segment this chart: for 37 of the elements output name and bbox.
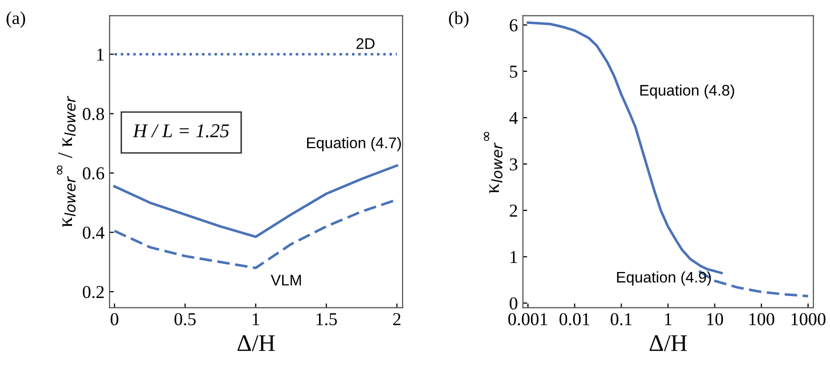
y-tick-label: 4: [509, 112, 518, 124]
y-tick-label: 0.2: [82, 286, 104, 298]
y-tick-label: 0.8: [82, 108, 104, 120]
x-tick-label: 0.001: [508, 313, 548, 326]
y-tick-label: 0.6: [82, 167, 104, 180]
y-axis-title: κ$_{lower}$$^{∞}$: [484, 132, 503, 194]
x-tick-label: 0.1: [610, 313, 632, 326]
y-tick-label: 2: [510, 204, 518, 217]
x-tick-label: 1000: [792, 313, 826, 326]
x-axis-title: Δ/H: [650, 335, 687, 352]
y-tick-label: 5: [510, 66, 518, 78]
series-label: VLM: [270, 274, 301, 286]
x-tick-label: 0.5: [174, 313, 196, 326]
y-tick-label: 0.4: [82, 226, 104, 239]
x-tick-label: 0: [110, 313, 118, 326]
x-tick-label: 1.5: [316, 313, 337, 326]
x-tick-label: 2: [393, 313, 400, 326]
x-tick-label: 0.01: [560, 313, 590, 326]
x-axis-title: Δ/H: [238, 335, 275, 352]
x-tick-label: 1: [665, 313, 672, 326]
series-label: Equation (4.7): [307, 137, 401, 152]
x-tick-label: 10: [707, 313, 724, 326]
annotation: H / L = 1.25: [132, 124, 229, 138]
series-label: Equation (4.9): [617, 271, 711, 286]
series-label: Equation (4.8): [640, 84, 734, 99]
series-label: 2D: [356, 38, 374, 49]
line-series: [113, 164, 398, 238]
y-tick-label: 6: [510, 19, 518, 32]
y-tick-label: 3: [510, 158, 518, 170]
text: (b): [448, 11, 468, 28]
y-tick-label: 1: [97, 48, 104, 61]
x-tick-label: 100: [749, 313, 774, 326]
y-tick-label: 0: [510, 297, 518, 310]
text: (a): [6, 11, 26, 28]
x-tick-label: 1: [252, 313, 260, 326]
y-axis-title: κ$_{lower}$$^{∞}$ / κ$_{lower}$: [56, 96, 76, 228]
y-tick-label: 1: [510, 251, 517, 263]
